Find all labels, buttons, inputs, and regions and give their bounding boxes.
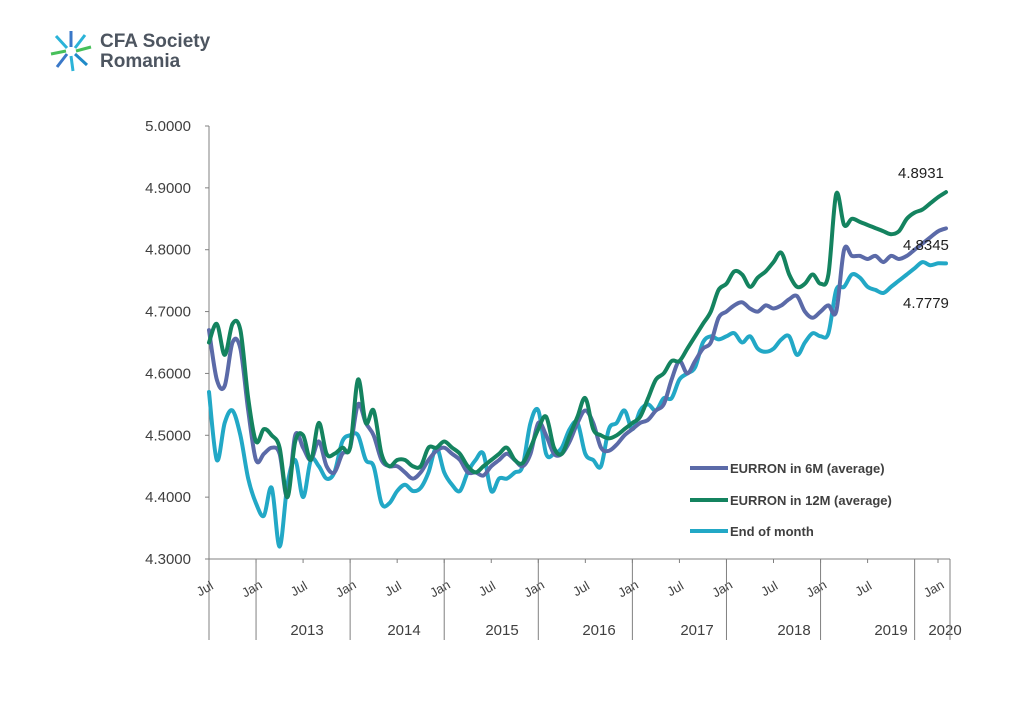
y-tick-label: 4.5000 <box>145 427 191 444</box>
y-tick-label: 4.4000 <box>145 489 191 506</box>
x-tick-label: Jul <box>382 578 404 599</box>
y-tick-label: 5.0000 <box>145 118 191 135</box>
value-annotation: 4.8931 <box>898 165 944 182</box>
value-annotations: 4.8931 4.8345 4.7779 <box>898 165 949 312</box>
x-tick-label: Jan <box>333 577 359 600</box>
cfa-starburst-icon <box>50 31 92 72</box>
series-layer <box>207 190 948 549</box>
x-tick-label: Jul <box>570 578 592 599</box>
chart-legend: EURRON in 6M (average) EURRON in 12M (ave… <box>690 461 892 539</box>
year-label: 2013 <box>290 622 323 639</box>
y-tick-label: 4.6000 <box>145 365 191 382</box>
value-annotation: 4.7779 <box>903 295 949 312</box>
x-tick-label: Jul <box>194 578 216 599</box>
series-line-eurron-12m <box>207 190 948 500</box>
year-label: 2019 <box>874 622 907 639</box>
year-label: 2015 <box>485 622 518 639</box>
cfa-society-logo: CFA Society Romania <box>48 28 238 76</box>
series-line-eurron-6m <box>207 226 948 500</box>
y-tick-label: 4.7000 <box>145 304 191 321</box>
x-tick-label: Jul <box>664 578 686 599</box>
y-tick-label: 4.3000 <box>145 551 191 568</box>
legend-item-end-of-month-label: End of month <box>730 524 814 539</box>
x-tick-label: Jul <box>758 578 780 599</box>
year-label: 2016 <box>582 622 615 639</box>
x-tick-label: Jan <box>921 577 947 600</box>
logo-line-1: CFA Society <box>100 31 211 52</box>
y-tick-label: 4.9000 <box>145 180 191 197</box>
year-label: 2018 <box>777 622 810 639</box>
x-tick-label: Jul <box>288 578 310 599</box>
x-tick-label: Jan <box>239 577 265 600</box>
logo-line-2: Romania <box>100 51 181 72</box>
year-label: 2014 <box>387 622 420 639</box>
y-tick-label: 4.8000 <box>145 242 191 259</box>
year-label: 2020 <box>928 622 961 639</box>
x-tick-label: Jul <box>476 578 498 599</box>
x-tick-label: Jan <box>427 577 453 600</box>
x-tick-label: Jan <box>803 577 829 600</box>
year-label: 2017 <box>680 622 713 639</box>
legend-item-eurron-12m-label: EURRON in 12M (average) <box>730 493 892 508</box>
legend-item-eurron-6m-label: EURRON in 6M (average) <box>730 461 885 476</box>
x-tick-label: Jan <box>709 577 735 600</box>
x-tick-label: Jan <box>521 577 547 600</box>
x-tick-label: Jan <box>615 577 641 600</box>
value-annotation: 4.8345 <box>903 237 949 254</box>
logo-wordmark: CFA Society Romania <box>100 32 210 72</box>
x-tick-label: Jul <box>852 578 874 599</box>
